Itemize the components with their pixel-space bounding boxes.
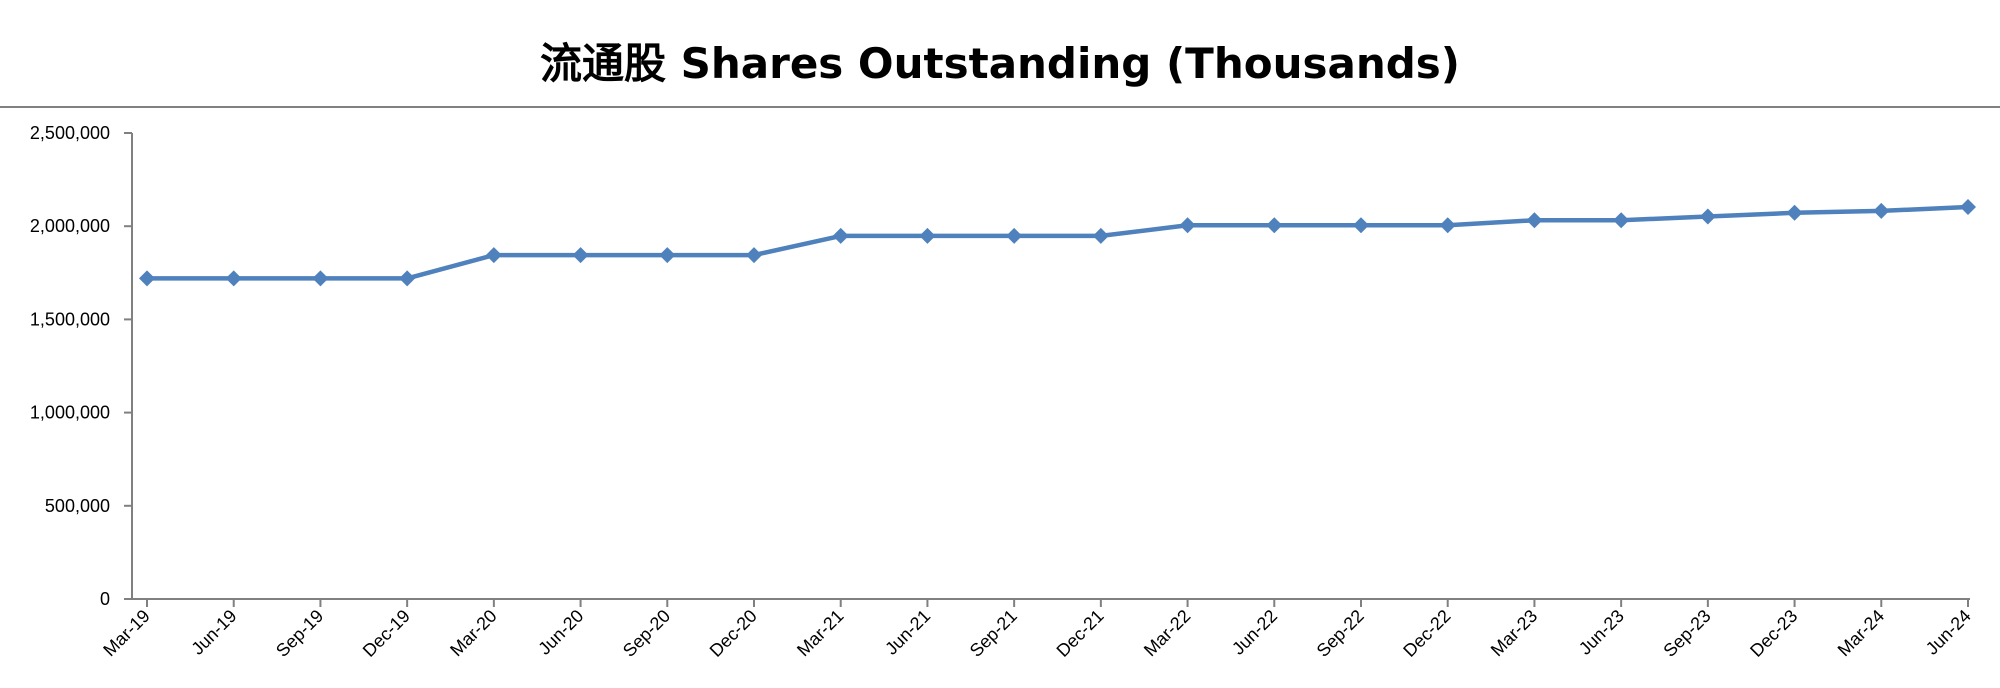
- data-point-marker: [1613, 212, 1630, 229]
- x-tick-label: Jun-22: [1228, 606, 1281, 659]
- y-tick-label: 2,000,000: [30, 216, 110, 236]
- x-tick-label: Jun-21: [881, 606, 934, 659]
- y-tick-label: 500,000: [45, 496, 110, 516]
- data-point-marker: [832, 227, 849, 244]
- x-tick-label: Dec-23: [1746, 606, 1801, 661]
- data-point-marker: [919, 227, 936, 244]
- x-tick-label: Jun-20: [534, 606, 587, 659]
- x-tick-label: Mar-22: [1140, 606, 1194, 660]
- x-tick-label: Dec-22: [1399, 606, 1454, 661]
- data-point-marker: [746, 247, 762, 264]
- data-point-marker: [1006, 227, 1023, 244]
- data-point-marker: [225, 270, 242, 287]
- x-tick-label: Mar-23: [1487, 606, 1541, 660]
- series-layer: [139, 199, 1976, 287]
- x-axis: Mar-19 Jun-19 Sep-19 Dec-19 Mar-20 Jun-20 Sep-…: [99, 598, 1975, 661]
- x-tick-label: Jun-23: [1575, 606, 1628, 659]
- y-tick-label: 1,000,000: [30, 403, 110, 423]
- data-point-marker: [1786, 204, 1803, 221]
- x-tick-label: Sep-20: [619, 606, 674, 661]
- x-tick-label: Sep-23: [1659, 606, 1714, 661]
- chart-title: 流通股 Shares Outstanding (Thousands): [540, 39, 1460, 88]
- x-tick-label: Sep-19: [272, 606, 327, 661]
- x-tick-label: Dec-21: [1053, 606, 1108, 661]
- data-point-marker: [399, 270, 416, 287]
- x-tick-label: Mar-24: [1834, 606, 1888, 660]
- y-axis: 0 500,000 1,000,000 1,500,000 2,000,000 2,500…: [30, 123, 133, 609]
- data-point-marker: [1960, 199, 1976, 216]
- series-line: [147, 204, 1969, 281]
- x-tick-label: Mar-20: [446, 606, 500, 660]
- x-tick-label: Sep-21: [966, 606, 1021, 661]
- data-point-marker: [1873, 202, 1890, 219]
- x-tick-label: Dec-19: [359, 606, 414, 661]
- data-point-marker: [1699, 208, 1716, 225]
- y-tick-label: 1,500,000: [30, 309, 110, 329]
- data-point-marker: [1353, 217, 1369, 234]
- x-tick-label: Mar-19: [99, 606, 153, 660]
- data-point-marker: [659, 247, 676, 264]
- x-tick-label: Jun-24: [1922, 606, 1975, 659]
- data-point-marker: [1526, 212, 1543, 229]
- x-tick-label: Dec-20: [706, 606, 761, 661]
- y-tick-label: 2,500,000: [30, 123, 110, 143]
- data-point-marker: [1439, 217, 1456, 234]
- x-tick-label: Jun-19: [187, 606, 240, 659]
- title-divider: [0, 106, 2000, 108]
- x-tick-label: Mar-21: [793, 606, 847, 660]
- data-point-marker: [1179, 217, 1196, 234]
- data-point-marker: [1092, 227, 1109, 244]
- data-point-marker: [312, 270, 329, 287]
- x-tick-label: Sep-22: [1313, 606, 1368, 661]
- data-point-marker: [139, 270, 155, 287]
- y-tick-label: 0: [100, 589, 110, 609]
- data-point-marker: [1266, 217, 1283, 234]
- data-point-marker: [572, 247, 589, 264]
- data-point-marker: [485, 247, 502, 264]
